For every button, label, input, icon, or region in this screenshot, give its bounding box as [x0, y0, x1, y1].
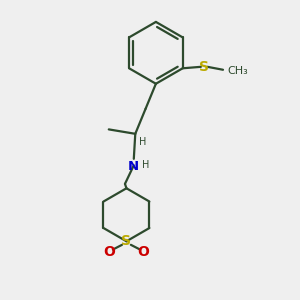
Text: S: S: [199, 60, 209, 74]
Text: H: H: [142, 160, 149, 170]
Text: N: N: [128, 160, 140, 173]
Text: S: S: [122, 234, 131, 248]
Text: O: O: [138, 245, 149, 260]
Text: H: H: [139, 137, 146, 147]
Text: CH₃: CH₃: [227, 66, 248, 76]
Text: O: O: [103, 245, 115, 260]
